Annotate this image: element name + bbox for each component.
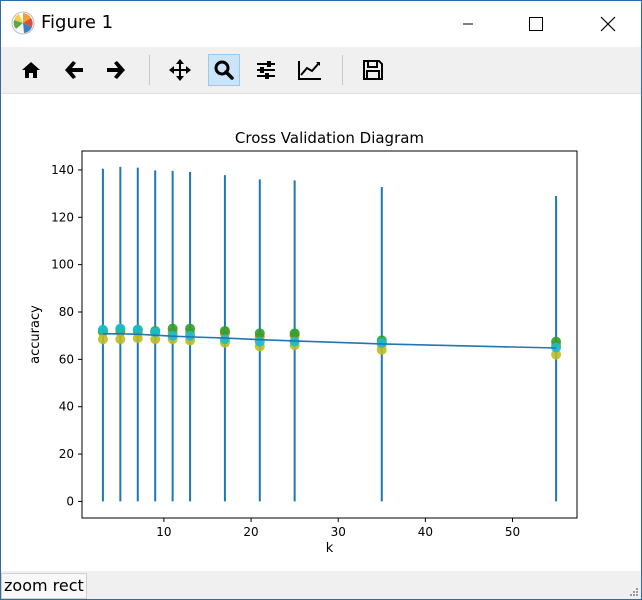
save-icon: [363, 60, 383, 80]
data-point: [132, 324, 143, 335]
title-bar: Figure 1: [1, 1, 641, 46]
data-point: [185, 330, 196, 341]
data-point: [150, 334, 161, 345]
data-point: [254, 328, 265, 339]
minimize-icon: [463, 23, 473, 24]
mean-accuracy-line: [102, 332, 557, 349]
data-point: [376, 337, 387, 348]
data-point: [254, 336, 265, 347]
data-point: [132, 333, 143, 344]
x-axis-label: k: [326, 541, 334, 556]
chart-svg: Cross Validation Diagram k accuracy 10 20 30 4…: [28, 129, 578, 556]
y-tick-label: 60: [59, 352, 74, 366]
plot-frame: [81, 150, 578, 519]
toolbar-separator: [149, 55, 150, 85]
close-button[interactable]: [585, 1, 631, 46]
zoom-button[interactable]: [208, 54, 240, 86]
pan-button[interactable]: [164, 54, 196, 86]
close-icon: [600, 16, 616, 31]
navigation-toolbar: [1, 47, 641, 94]
x-tick-label: 30: [331, 525, 346, 539]
save-button[interactable]: [357, 54, 389, 86]
data-point: [551, 349, 562, 360]
data-point: [185, 323, 196, 334]
status-message: zoom rect: [1, 573, 87, 599]
home-icon: [22, 62, 40, 78]
y-tick-label: 80: [59, 305, 74, 319]
home-button[interactable]: [15, 54, 47, 86]
subplots-button[interactable]: [250, 54, 282, 86]
x-tick-label: 10: [156, 525, 171, 539]
x-tick-label: 20: [243, 525, 258, 539]
edit-axis-button[interactable]: [294, 54, 326, 86]
y-tick-label: 120: [51, 210, 74, 224]
forward-button[interactable]: [100, 54, 132, 86]
data-point: [289, 328, 300, 339]
data-point: [97, 334, 108, 345]
chart-title: Cross Validation Diagram: [235, 129, 424, 147]
forward-arrow-icon: [107, 61, 125, 79]
subplots-icon: [257, 61, 275, 79]
edit-axis-icon: [298, 61, 321, 80]
toolbar-separator: [342, 55, 343, 85]
data-point: [115, 323, 126, 334]
y-tick-label: 140: [51, 163, 74, 177]
y-tick-label: 20: [59, 447, 74, 461]
data-point: [219, 334, 230, 345]
y-axis-label: accuracy: [28, 305, 43, 364]
resize-grip-icon[interactable]: [629, 587, 639, 597]
data-point: [97, 324, 108, 335]
zoom-icon: [214, 60, 234, 80]
status-bar: zoom rect: [1, 571, 641, 599]
figure-canvas[interactable]: Cross Validation Diagram k accuracy 10 20 30 4…: [1, 94, 641, 571]
data-point: [167, 323, 178, 334]
y-tick-label: 40: [59, 400, 74, 414]
back-arrow-icon: [65, 61, 83, 79]
pan-icon: [169, 59, 191, 81]
y-tick-label: 0: [66, 494, 74, 508]
x-tick-label: 50: [505, 525, 520, 539]
back-button[interactable]: [58, 54, 90, 86]
maximize-icon: [529, 16, 543, 31]
data-point: [376, 344, 387, 355]
data-point: [219, 325, 230, 336]
data-point: [115, 334, 126, 345]
maximize-button[interactable]: [513, 1, 559, 46]
minimize-button[interactable]: [445, 1, 491, 46]
window-title: Figure 1: [41, 12, 114, 33]
x-tick-label: 40: [418, 525, 433, 539]
matplotlib-logo-icon: [11, 11, 35, 35]
y-tick-label: 100: [51, 258, 74, 272]
